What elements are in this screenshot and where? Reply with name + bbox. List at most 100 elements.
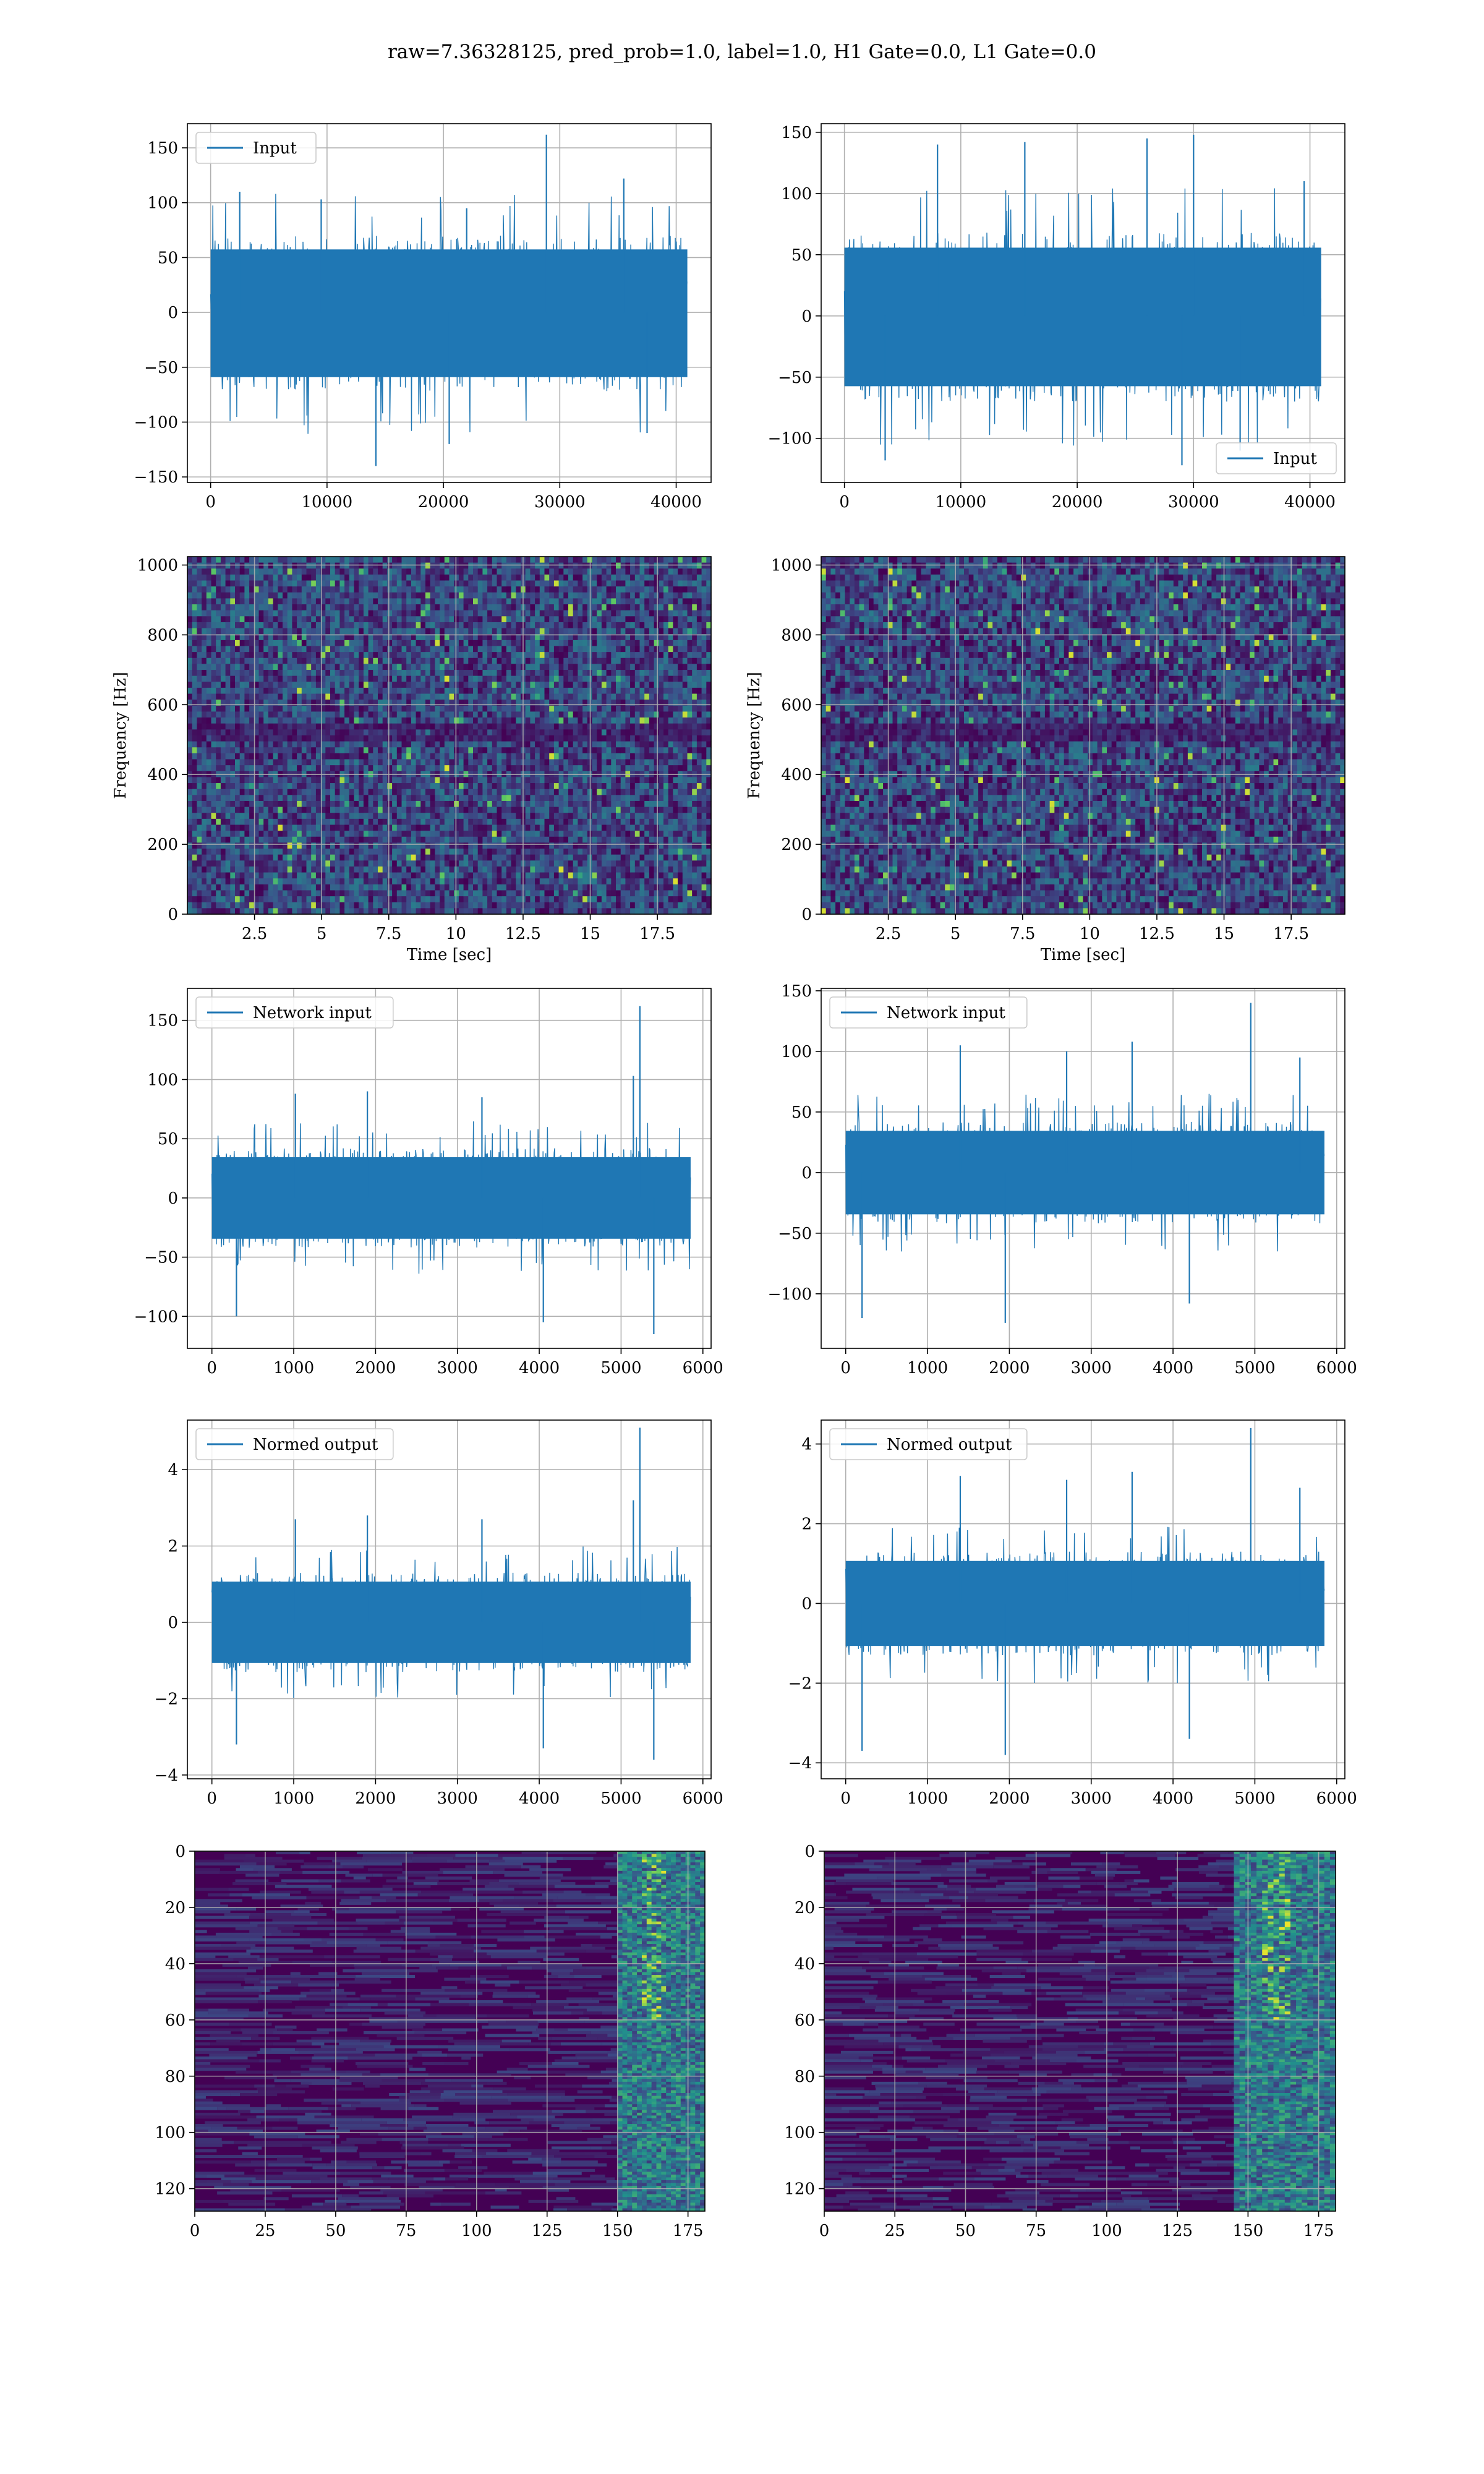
axes-frame: [821, 556, 1345, 915]
y-axis-label: Frequency [Hz]: [111, 672, 130, 799]
y-tick-label: 100: [155, 2124, 186, 2142]
axes-frame: [187, 1419, 712, 1779]
x-tick-label: 4000: [1153, 1359, 1193, 1377]
axes-frame: [824, 1851, 1336, 2212]
series-dense-core: [211, 1582, 691, 1663]
axes-frame: [187, 556, 712, 915]
x-tick-label: 7.5: [376, 925, 401, 943]
line-chart-r4c2: 0 1000 2000 3000 4000 5000 6000 −4 −2 0 2 4 Normed o…: [788, 1419, 1357, 1808]
x-tick-label: 17.5: [1273, 925, 1309, 943]
x-tick-label: 3000: [437, 1789, 478, 1808]
x-tick-label: 15: [580, 925, 600, 943]
y-tick-label: −100: [134, 413, 178, 432]
series-dense-core: [844, 247, 1321, 387]
x-tick-label: 6000: [683, 1789, 723, 1808]
x-tick-label: 15: [1214, 925, 1234, 943]
x-tick-label: 40000: [1284, 493, 1336, 511]
x-tick-label: 175: [1303, 2222, 1334, 2240]
y-tick-label: 0: [801, 1164, 812, 1183]
x-tick-label: 50: [325, 2222, 346, 2240]
x-tick-label: 20000: [418, 493, 469, 511]
axes-frame: [821, 1419, 1345, 1779]
x-tick-label: 5: [950, 925, 961, 943]
y-tick-label: 0: [168, 905, 178, 924]
x-tick-label: 7.5: [1010, 925, 1035, 943]
figure-title: raw=7.36328125, pred_prob=1.0, label=1.0…: [387, 41, 1096, 63]
legend-label: Network input: [887, 1004, 1005, 1022]
y-tick-label: 150: [147, 1012, 178, 1030]
y-tick-label: 50: [158, 249, 178, 267]
y-tick-label: 50: [158, 1130, 178, 1149]
line-chart-r1c1: 0 10000 20000 30000 40000 −150 −100 −50 0 50 100 15…: [134, 123, 712, 511]
y-tick-label: 80: [795, 2068, 815, 2086]
x-tick-label: 2000: [989, 1359, 1030, 1377]
x-tick-label: 0: [840, 1789, 851, 1808]
y-tick-label: 600: [781, 696, 812, 714]
y-tick-label: 100: [781, 1043, 812, 1061]
axes-frame: [821, 988, 1345, 1349]
x-tick-label: 5000: [1234, 1789, 1275, 1808]
y-tick-label: 0: [804, 1843, 815, 1861]
x-tick-label: 2000: [989, 1789, 1030, 1808]
legend-label: Input: [1273, 450, 1317, 468]
y-tick-label: −50: [778, 1225, 812, 1243]
y-tick-label: 1000: [771, 557, 812, 575]
y-tick-label: 200: [781, 836, 812, 854]
y-tick-label: 20: [795, 1899, 815, 1917]
axes-frame: [187, 988, 712, 1349]
series-dense-core: [211, 1157, 691, 1239]
x-tick-label: 2.5: [876, 925, 901, 943]
y-tick-label: −100: [768, 430, 812, 448]
y-tick-label: 150: [781, 982, 812, 1001]
y-tick-label: 0: [801, 905, 812, 924]
x-tick-label: 3000: [1071, 1359, 1112, 1377]
y-tick-label: 60: [165, 2011, 186, 2030]
y-tick-label: 40: [165, 1955, 186, 1974]
x-tick-label: 12.5: [1139, 925, 1175, 943]
x-tick-label: 175: [673, 2222, 704, 2240]
y-tick-label: 60: [795, 2011, 815, 2030]
legend-label: Input: [253, 139, 297, 158]
legend: Network input: [195, 996, 394, 1029]
x-tick-label: 0: [819, 2222, 830, 2240]
y-tick-label: −100: [768, 1285, 812, 1304]
x-tick-label: 125: [532, 2222, 563, 2240]
x-tick-label: 75: [396, 2222, 416, 2240]
x-tick-label: 10000: [302, 493, 353, 511]
y-axis-label: Frequency [Hz]: [745, 672, 764, 799]
axes-frame: [194, 1851, 706, 2212]
x-tick-label: 100: [461, 2222, 492, 2240]
y-tick-label: 600: [147, 696, 178, 714]
legend: Network input: [829, 996, 1028, 1029]
legend-label: Normed output: [253, 1436, 378, 1454]
y-tick-label: −150: [134, 468, 178, 487]
y-tick-label: −50: [778, 369, 812, 387]
x-tick-label: 5000: [600, 1359, 641, 1377]
y-tick-label: 0: [801, 1594, 812, 1613]
x-tick-label: 125: [1162, 2222, 1193, 2240]
y-tick-label: 200: [147, 836, 178, 854]
y-tick-label: 800: [147, 626, 178, 644]
x-tick-label: 40000: [650, 493, 702, 511]
y-tick-label: −100: [134, 1308, 178, 1326]
x-tick-label: 5: [317, 925, 327, 943]
y-tick-label: 100: [784, 2124, 815, 2142]
y-tick-label: 100: [147, 1071, 178, 1089]
y-tick-label: 0: [168, 304, 178, 322]
heatmap-cells: [821, 557, 1345, 915]
y-tick-label: 100: [781, 185, 812, 203]
x-tick-label: 6000: [1316, 1789, 1357, 1808]
x-tick-label: 2000: [355, 1789, 396, 1808]
x-tick-label: 2.5: [242, 925, 267, 943]
line-chart-r1c2: 0 10000 20000 30000 40000 −100 −50 0 50 100 150 Inp…: [768, 123, 1345, 511]
y-tick-label: 120: [155, 2180, 186, 2199]
legend: Input: [195, 132, 317, 164]
line-chart-r3c1: 0 1000 2000 3000 4000 5000 6000 −100 −50 0 50 100 15…: [134, 988, 723, 1377]
y-tick-label: 4: [801, 1436, 812, 1454]
y-tick-label: 0: [168, 1614, 178, 1632]
y-tick-label: 150: [147, 139, 178, 158]
y-tick-label: −2: [788, 1674, 812, 1693]
x-tick-label: 5000: [1234, 1359, 1275, 1377]
